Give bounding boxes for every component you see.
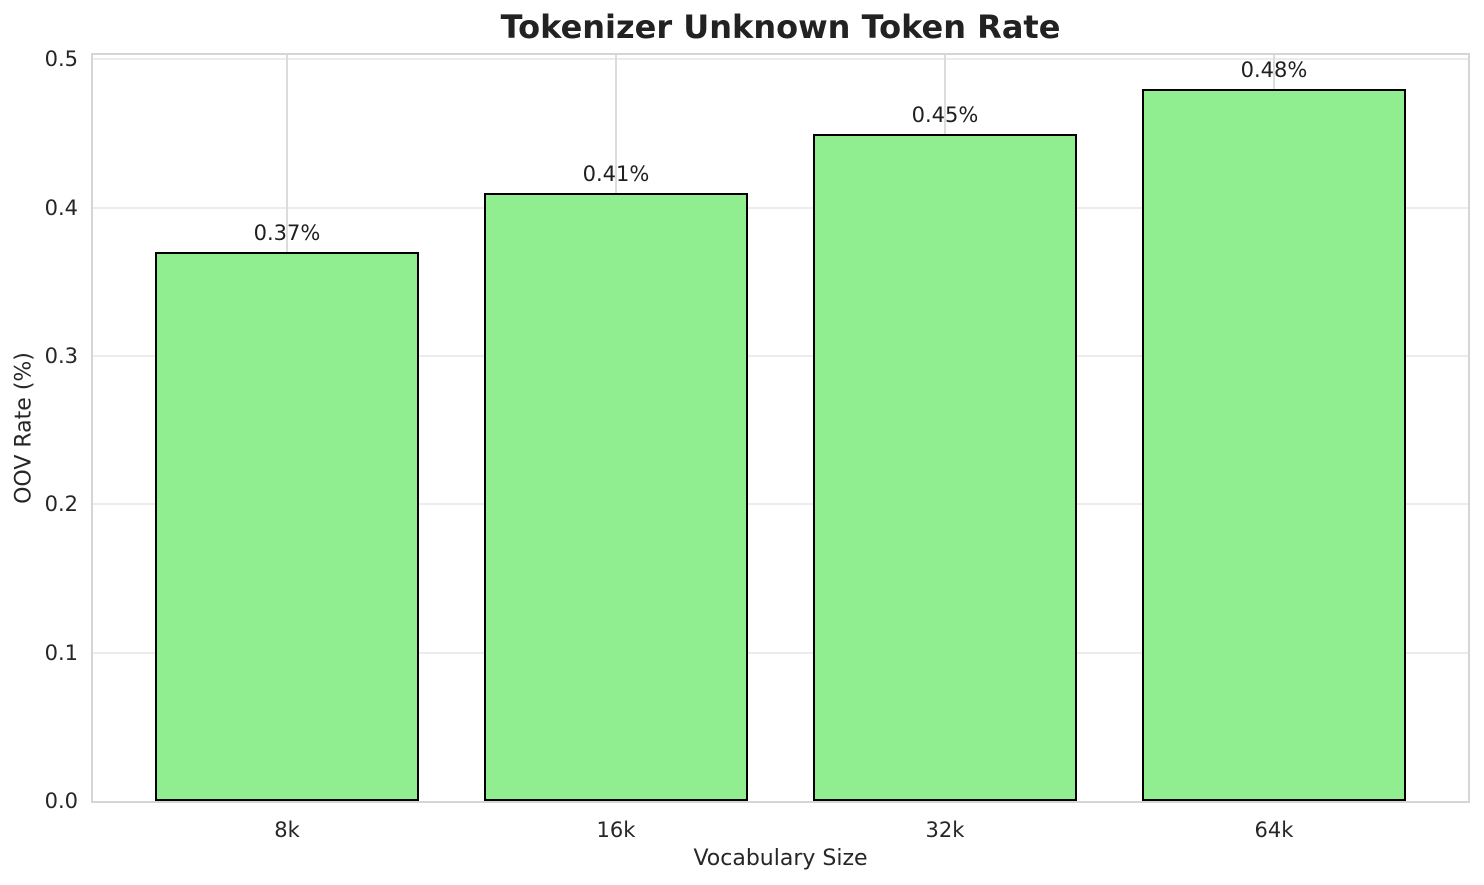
x-tick-label-16k: 16k <box>596 818 636 842</box>
y-tick-label: 0.2 <box>44 492 78 517</box>
bar-32k <box>813 133 1077 801</box>
bar-64k <box>1142 89 1406 801</box>
y-tick-label: 0.5 <box>44 47 78 72</box>
bar-value-label: 0.45% <box>911 102 979 127</box>
x-axis-label: Vocabulary Size <box>693 846 868 871</box>
y-tick-label: 0.3 <box>44 344 78 369</box>
bar-8k <box>155 252 419 801</box>
chart-title: Tokenizer Unknown Token Rate <box>500 8 1061 46</box>
bar-value-label: 0.41% <box>582 161 650 186</box>
gridline-horizontal <box>93 58 1468 61</box>
bar-16k <box>484 192 748 801</box>
gridline-horizontal <box>93 206 1468 209</box>
gridline-horizontal <box>93 651 1468 654</box>
plot-area: 0.37% 0.41% 0.45% 0.48% <box>91 53 1470 803</box>
y-tick-label: 0.0 <box>44 789 78 813</box>
x-tick-label-8k: 8k <box>274 818 300 842</box>
gridline-horizontal <box>93 503 1468 506</box>
y-tick-label: 0.1 <box>44 640 78 665</box>
bar-value-label: 0.48% <box>1240 58 1308 83</box>
gridline-horizontal <box>93 355 1468 358</box>
y-tick-label: 0.4 <box>44 195 78 220</box>
x-tick-label-64k: 64k <box>1254 818 1294 842</box>
y-axis-label: OOV Rate (%) <box>11 352 37 504</box>
bar-value-label: 0.37% <box>253 221 321 246</box>
x-tick-label-32k: 32k <box>925 818 965 842</box>
